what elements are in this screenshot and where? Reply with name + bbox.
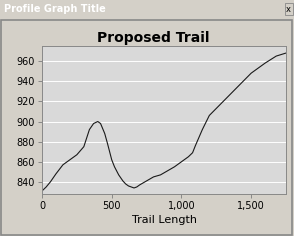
- Text: x: x: [286, 4, 291, 13]
- Text: Proposed Trail: Proposed Trail: [97, 31, 209, 45]
- Text: Profile Graph Title: Profile Graph Title: [4, 4, 106, 14]
- X-axis label: Trail Length: Trail Length: [131, 215, 196, 225]
